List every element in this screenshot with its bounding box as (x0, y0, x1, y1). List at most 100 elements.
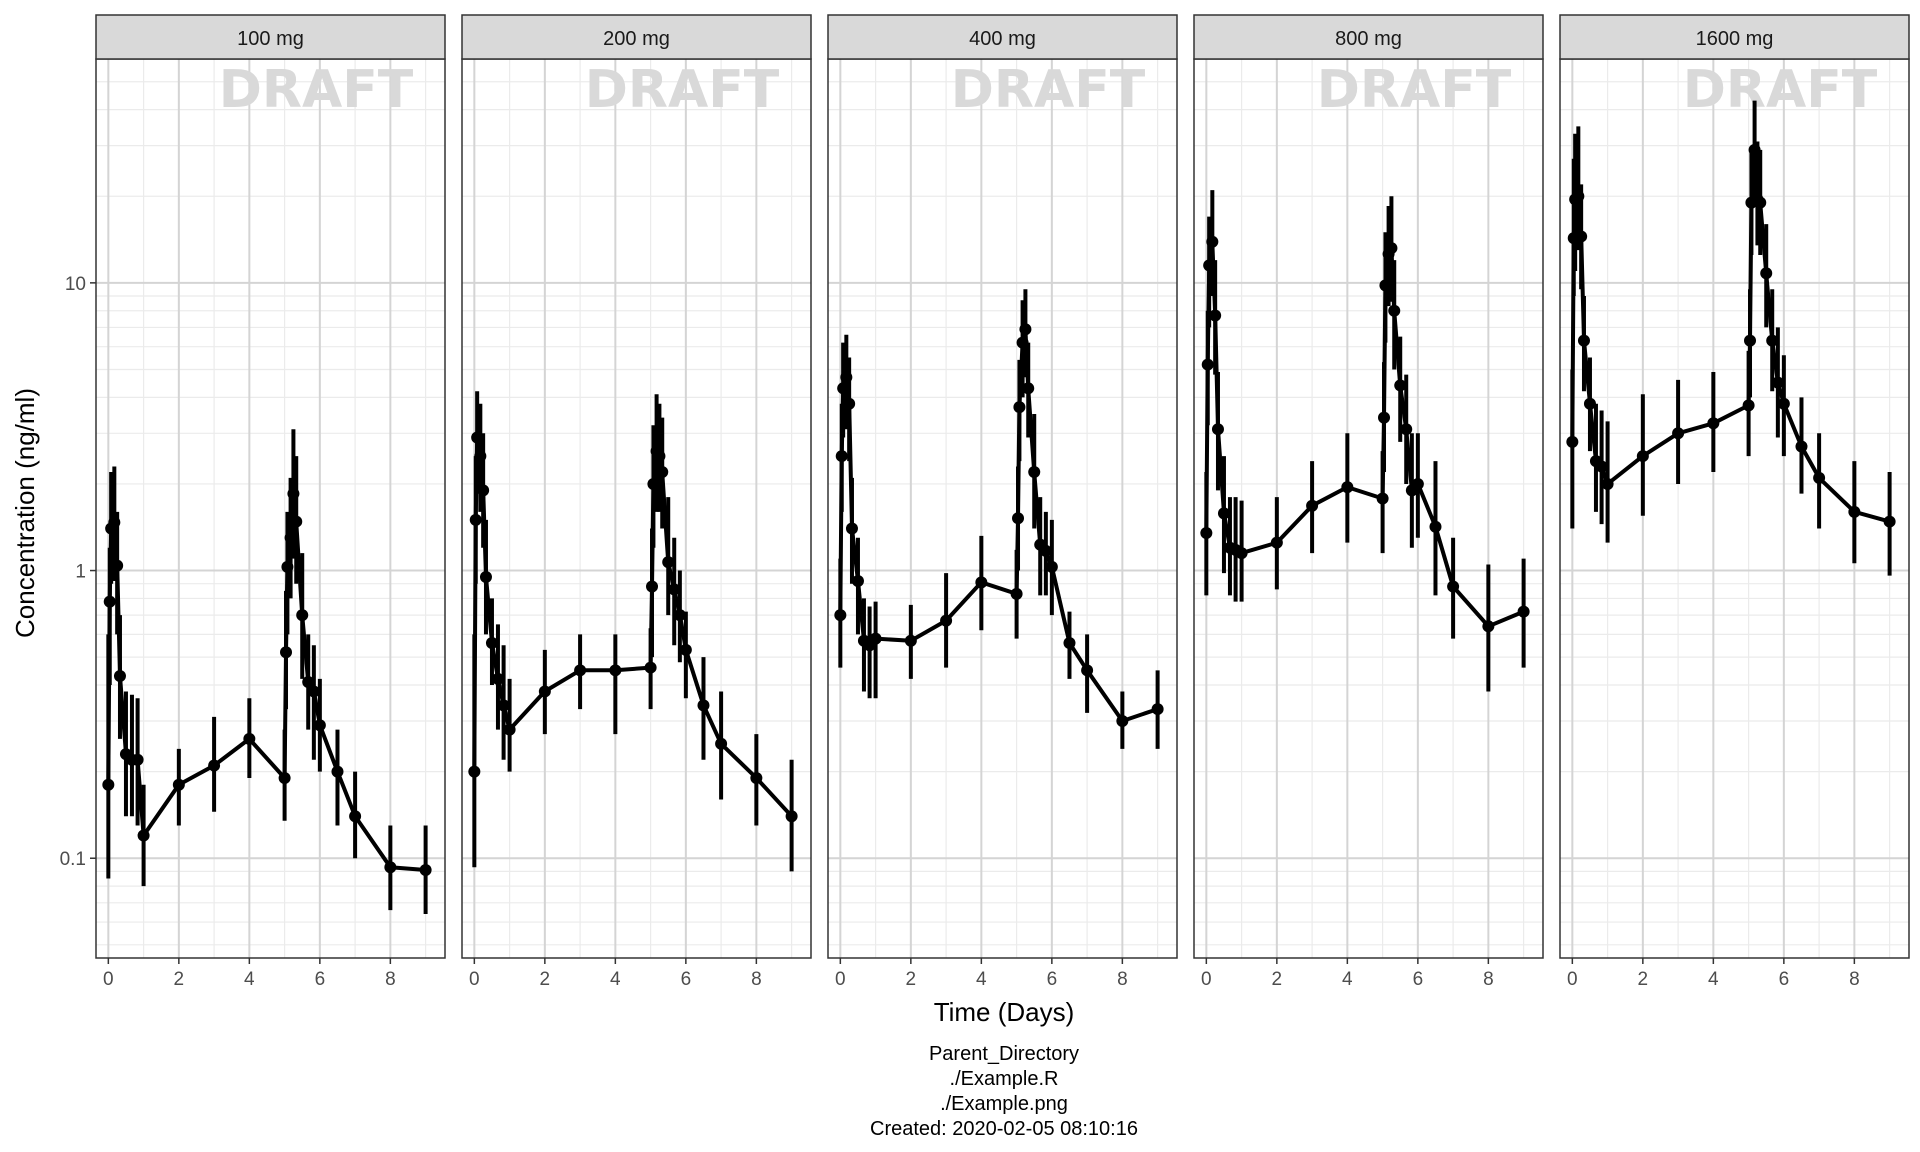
data-point (491, 672, 504, 685)
data-point (1388, 304, 1401, 317)
facet-strip (95, 14, 446, 60)
data-point (1022, 382, 1035, 395)
data-point (1012, 512, 1025, 525)
facet-strip-label: 100 mg (237, 28, 304, 50)
data-point (668, 583, 681, 596)
data-point (647, 477, 660, 490)
watermark: DRAFT (1683, 60, 1878, 120)
caption-line: ./Example.R (950, 1068, 1059, 1090)
data-point (137, 829, 150, 842)
facet-panel: DRAFT 200 mg 0 2 4 6 8 (461, 14, 812, 990)
data-point (1211, 423, 1224, 436)
x-tick-label: 2 (540, 969, 551, 990)
data-point (662, 556, 675, 569)
facet-strip-label: 400 mg (969, 28, 1036, 50)
data-point (1744, 334, 1757, 347)
x-tick-label: 2 (174, 969, 185, 990)
data-point (1028, 466, 1041, 479)
x-tick-label: 4 (1342, 969, 1353, 990)
data-point (697, 699, 710, 712)
facet-panel: DRAFT 100 mg 0 2 4 6 8 (95, 14, 446, 990)
data-point (1039, 544, 1052, 557)
data-point (538, 685, 551, 698)
x-tick-label: 8 (1117, 969, 1128, 990)
data-point (1394, 379, 1407, 392)
data-point (384, 861, 397, 874)
data-point (1379, 279, 1392, 292)
data-point (1016, 336, 1029, 349)
data-point (208, 759, 221, 772)
facet-strip-label: 800 mg (1335, 28, 1402, 50)
data-point (281, 560, 294, 573)
data-point (302, 675, 315, 688)
data-point (904, 634, 917, 647)
data-point (1081, 664, 1094, 677)
x-tick-label: 8 (1849, 969, 1860, 990)
facet-strip-label: 1600 mg (1696, 28, 1774, 50)
data-point (1306, 499, 1319, 512)
data-point (975, 576, 988, 589)
data-point (1595, 460, 1608, 473)
data-point (1566, 435, 1579, 448)
x-tick-label: 0 (103, 969, 114, 990)
data-point (1748, 143, 1761, 156)
data-point (1151, 703, 1164, 716)
facet-strip-label: 200 mg (603, 28, 670, 50)
data-point (869, 632, 882, 645)
data-point (1447, 580, 1460, 593)
data-point (419, 864, 432, 877)
data-point (1601, 477, 1614, 490)
series (1566, 100, 1896, 576)
y-tick-label: 0.1 (60, 849, 86, 870)
x-tick-label: 8 (385, 969, 396, 990)
x-tick-label: 2 (906, 969, 917, 990)
x-tick-label: 4 (1708, 969, 1719, 990)
panel-background (96, 59, 445, 958)
data-point (108, 516, 121, 529)
data-point (1707, 417, 1720, 430)
data-point (131, 753, 144, 766)
x-tick-label: 0 (1567, 969, 1578, 990)
data-point (851, 574, 864, 587)
data-point (284, 531, 297, 544)
data-point (479, 570, 492, 583)
data-point (1577, 334, 1590, 347)
data-point (1010, 587, 1023, 600)
data-point (679, 643, 692, 656)
x-tick-label: 0 (469, 969, 480, 990)
data-point (1575, 230, 1588, 243)
data-point (1013, 401, 1026, 414)
facet-panel: DRAFT 800 mg 0 2 4 6 8 (1193, 14, 1544, 990)
data-point (468, 765, 481, 778)
data-point (471, 431, 484, 444)
data-point (485, 636, 498, 649)
x-tick-label: 6 (1779, 969, 1790, 990)
series (102, 429, 432, 914)
series (834, 289, 1164, 749)
data-point (656, 466, 669, 479)
data-point (313, 719, 326, 732)
data-point (477, 484, 490, 497)
watermark: DRAFT (219, 60, 414, 120)
y-axis: 0.1 1 10 (60, 274, 96, 870)
x-tick-label: 0 (835, 969, 846, 990)
data-point (1572, 190, 1585, 203)
caption-line: ./Example.png (940, 1093, 1068, 1115)
caption-line: Created: 2020-02-05 08:10:16 (870, 1118, 1138, 1140)
data-point (349, 810, 362, 823)
data-point (1209, 309, 1222, 322)
x-tick-label: 0 (1201, 969, 1212, 990)
data-point (843, 397, 856, 410)
data-point (1672, 427, 1685, 440)
data-point (1045, 560, 1058, 573)
panel-background (828, 59, 1177, 958)
data-point (1771, 376, 1784, 389)
data-point (1583, 397, 1596, 410)
x-tick-label: 4 (976, 969, 987, 990)
data-point (1200, 527, 1213, 540)
data-point (243, 732, 256, 745)
x-tick-label: 6 (315, 969, 326, 990)
x-axis-title: Time (Days) (934, 997, 1075, 1027)
